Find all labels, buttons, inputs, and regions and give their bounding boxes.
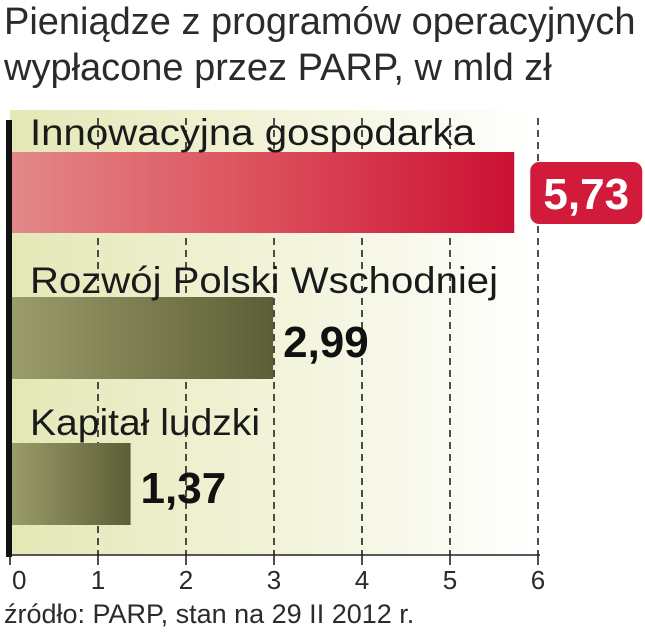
source-note: źródło: PARP, stan na 29 II 2012 r. [4, 599, 415, 629]
chart-title-line-1: Pieniądze z programów operacyjnych [4, 1, 636, 43]
chart-title-line-2: wypłacone przez PARP, w mld zł [4, 47, 552, 89]
x-tick-label: 2 [179, 565, 193, 595]
category-label: Rozwój Polski Wschodniej [30, 260, 498, 301]
value-badge [530, 162, 643, 224]
y-axis-line [6, 120, 12, 557]
value-label: 5,73 [543, 170, 629, 219]
x-tick-label: 3 [267, 565, 281, 595]
value-label: 2,99 [283, 318, 369, 367]
bar [12, 297, 274, 379]
x-tick-label: 6 [531, 565, 545, 595]
x-tick-label: 5 [443, 565, 457, 595]
category-label: Kapitał ludzki [30, 402, 260, 443]
value-label: 1,37 [141, 464, 227, 513]
bar [12, 152, 515, 233]
bar [12, 443, 131, 525]
x-tick-label: 1 [91, 565, 105, 595]
x-tick-label: 0 [12, 565, 26, 595]
x-tick-label: 4 [355, 565, 369, 595]
category-label: Innowacyjna gospodarka [30, 112, 475, 153]
